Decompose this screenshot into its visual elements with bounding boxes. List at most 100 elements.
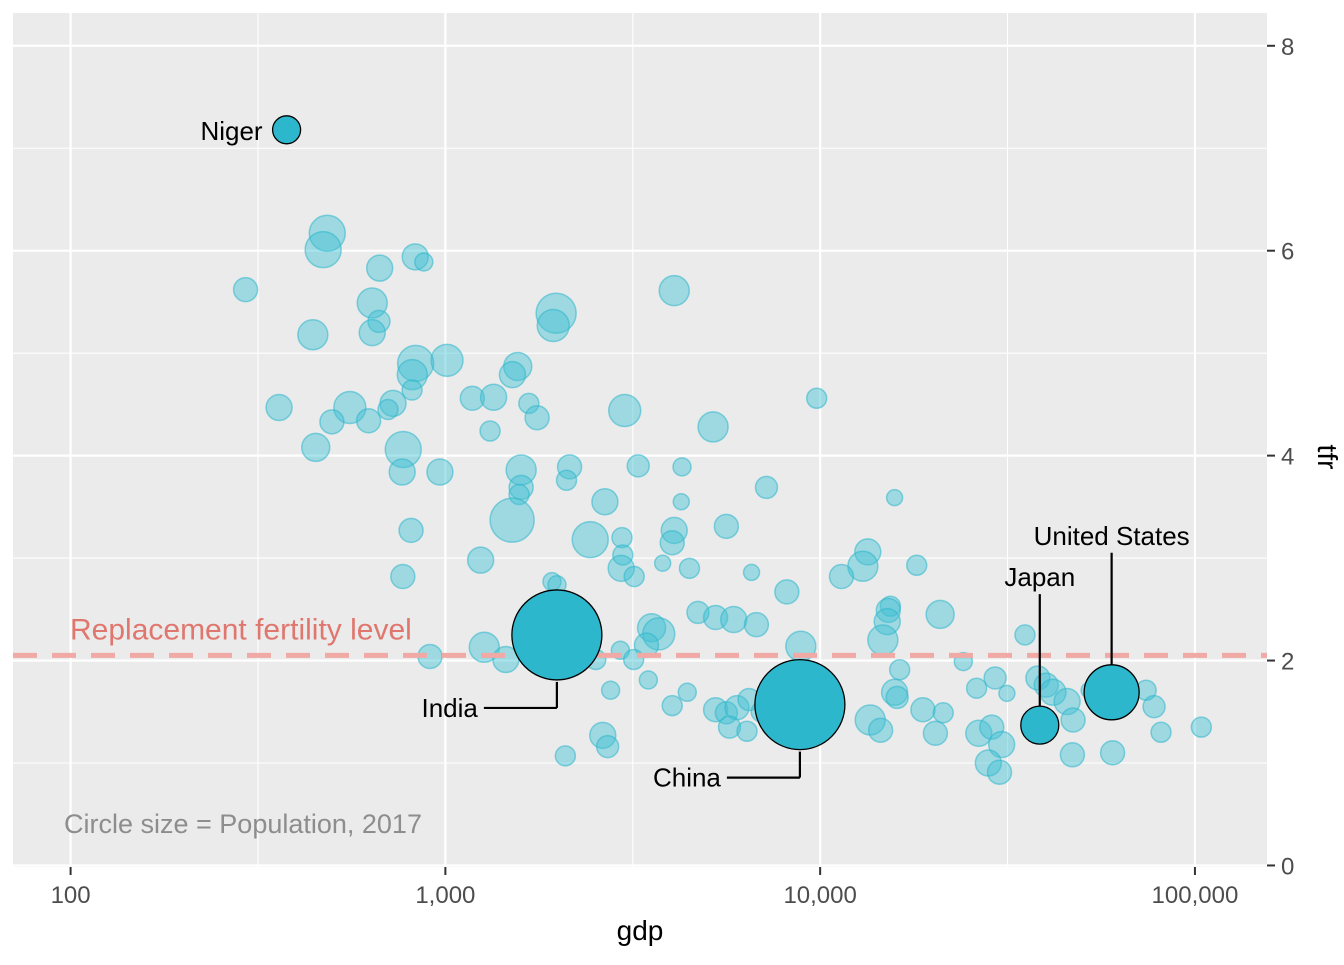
data-point [607,393,642,428]
data-point [358,318,386,347]
y-tick-label: 6 [1281,239,1294,266]
data-point [678,557,701,580]
data-point [867,717,894,743]
x-tick-label: 10,000 [783,882,856,909]
y-tick-label: 8 [1281,34,1294,61]
data-point [479,420,501,442]
labeled-point-united-states: United States [1034,521,1190,721]
data-point [377,398,399,421]
data-point [414,252,434,272]
x-axis-title: gdp [617,915,664,946]
data-point [301,432,331,463]
data-point [626,454,650,478]
data-point [555,469,578,491]
data-point [986,759,1013,785]
x-tick-label: 100 [51,882,91,909]
data-point [556,454,583,480]
data-point [965,719,993,748]
data-point [430,343,464,378]
data-point [697,411,729,443]
data-point [888,659,911,681]
data-point [910,696,936,723]
country-label: China [653,763,721,793]
data-point [589,721,617,750]
data-point [828,563,855,590]
data-point [308,214,347,253]
data-point [875,597,902,624]
data-point [1142,694,1166,719]
data-point [401,243,429,271]
data-point [719,605,748,634]
data-point [805,387,828,409]
country-label: Japan [1004,562,1075,592]
labeled-point-india: India [421,589,603,723]
country-bubble [511,589,603,681]
data-point [661,694,683,717]
data-point [672,492,691,511]
data-point [390,563,416,590]
data-point [489,497,535,543]
data-point [1060,707,1086,733]
country-label: Niger [200,116,262,146]
data-point [905,554,928,577]
data-point [659,529,685,556]
country-label: United States [1034,521,1190,551]
data-point [607,554,635,583]
data-point [401,379,423,401]
x-tick-label: 100,000 [1152,882,1239,909]
circle-size-note: Circle size = Population, 2017 [64,809,422,839]
labeled-point-china: China [653,658,846,793]
y-tick-label: 4 [1281,444,1294,471]
data-point [867,624,899,656]
data-point [571,520,609,559]
data-point [388,458,416,486]
data-point [622,648,645,671]
data-point [1059,742,1086,768]
data-point [672,457,692,477]
data-point [736,720,758,742]
y-tick-label: 0 [1281,853,1294,880]
labeled-point-niger: Niger [200,115,302,146]
data-point [713,513,740,540]
data-point [459,385,486,411]
data-point [677,682,698,703]
data-point [319,409,345,435]
country-label: India [421,693,478,723]
data-point [535,292,577,334]
data-point [365,254,394,282]
country-bubble [754,658,846,751]
data-point [426,458,454,486]
data-point [466,546,495,574]
data-point [987,730,1016,759]
data-point [595,734,620,759]
labeled-point-japan: Japan [1004,562,1075,745]
data-point [979,714,1005,740]
y-axis-title: tfr [1312,445,1343,470]
data-point [965,677,988,699]
data-point [925,599,955,630]
data-point [774,579,800,605]
x-tick-label: 1,000 [415,882,475,909]
data-point [232,276,259,303]
data-point [998,684,1016,703]
data-point [885,685,909,710]
data-point [636,613,667,643]
replacement-fertility-label: Replacement fertility level [70,613,412,646]
data-point [304,230,342,269]
data-point [754,475,779,500]
data-point [885,488,904,507]
data-point [932,702,954,724]
data-point [355,408,382,434]
data-point [658,274,690,307]
data-point [653,554,672,572]
data-point [1150,721,1172,744]
country-bubble [1083,664,1140,721]
data-point [1014,624,1036,646]
data-point [983,666,1007,690]
country-bubble [1020,705,1060,745]
data-point [873,607,901,636]
data-point [518,392,540,415]
country-bubble [271,115,302,145]
